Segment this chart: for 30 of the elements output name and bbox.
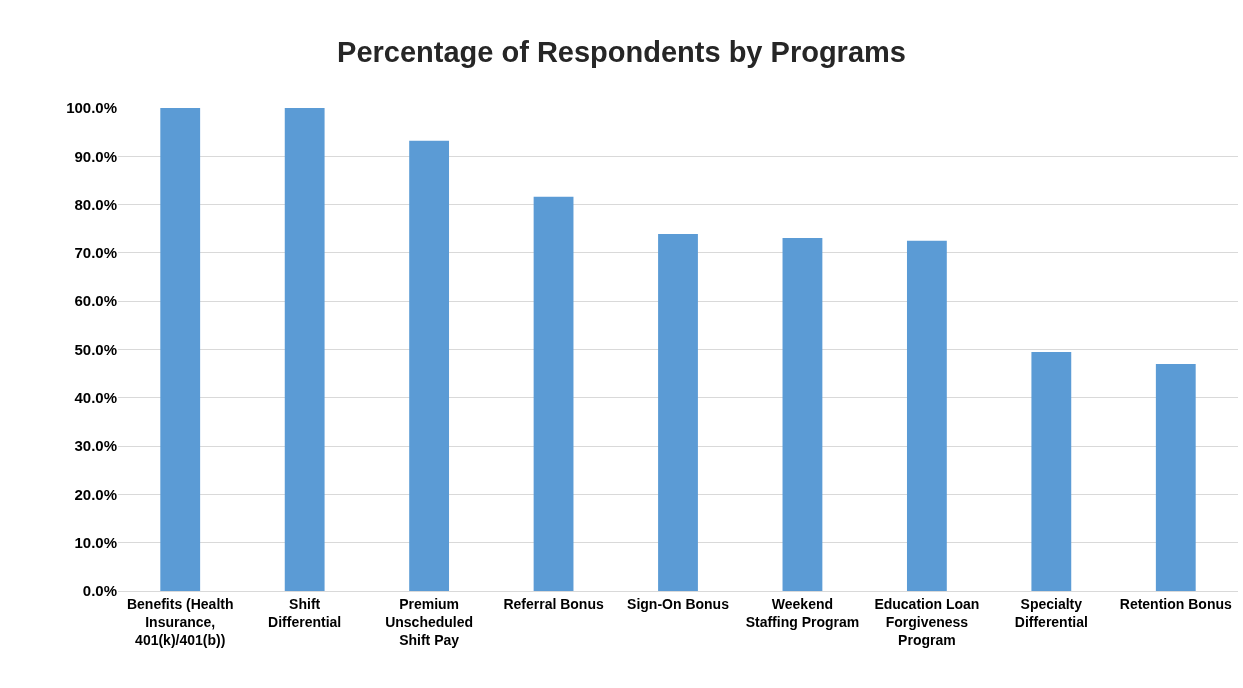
y-tick-label: 70.0% bbox=[74, 244, 117, 262]
y-tick-label: 60.0% bbox=[74, 292, 117, 310]
bar bbox=[160, 108, 201, 591]
x-tick-label: Referral Bonus bbox=[503, 595, 604, 612]
x-tick-label: Weekend Staffing Program bbox=[745, 595, 860, 630]
bar bbox=[533, 196, 574, 591]
bar bbox=[1155, 363, 1196, 591]
x-tick-label: Retention Bonus bbox=[1119, 595, 1232, 612]
bar bbox=[284, 108, 325, 591]
bar bbox=[1031, 351, 1072, 591]
x-tick-label: Specialty Differential bbox=[1014, 595, 1088, 630]
bar bbox=[409, 140, 450, 591]
x-tick-label: Education Loan Forgiveness Program bbox=[874, 595, 980, 649]
y-tick-label: 50.0% bbox=[74, 340, 117, 358]
y-tick-label: 100.0% bbox=[66, 99, 117, 117]
x-tick-label: Benefits (Health Insurance, 401(k)/401(b)) bbox=[126, 595, 234, 649]
y-tick-label: 90.0% bbox=[74, 147, 117, 165]
y-tick-label: 0.0% bbox=[82, 582, 117, 600]
y-tick-label: 30.0% bbox=[74, 437, 117, 455]
y-tick-label: 20.0% bbox=[74, 485, 117, 503]
bar bbox=[658, 234, 698, 591]
bar bbox=[906, 240, 947, 591]
chart-title: Percentage of Respondents by Programs bbox=[337, 35, 906, 68]
bar bbox=[782, 237, 823, 591]
y-tick-label: 40.0% bbox=[74, 389, 117, 407]
x-tick-label: Premium Unscheduled Shift Pay bbox=[385, 595, 474, 649]
x-tick-label: Sign-On Bonus bbox=[627, 595, 730, 612]
y-tick-label: 10.0% bbox=[74, 533, 117, 551]
y-tick-label: 80.0% bbox=[74, 195, 117, 213]
x-tick-label: Shift Differential bbox=[268, 595, 342, 630]
